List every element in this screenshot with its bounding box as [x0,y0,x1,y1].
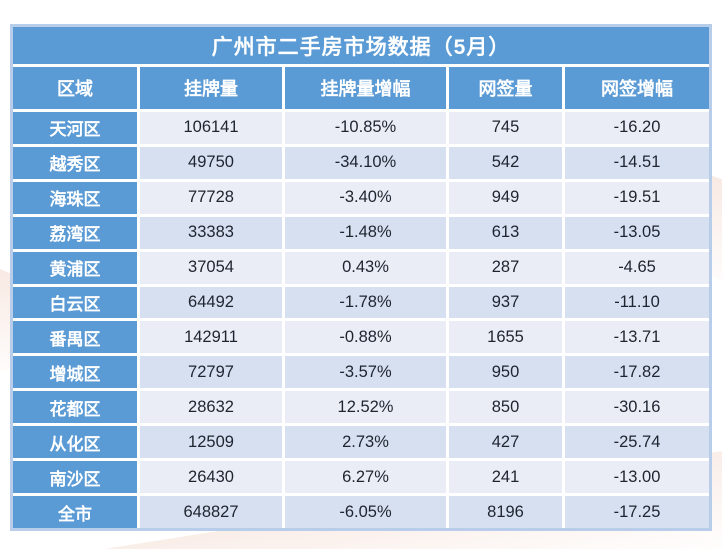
region-cell: 番禺区 [13,321,137,354]
region-cell: 花都区 [13,391,137,424]
value-cell: 937 [449,286,562,319]
region-cell: 天河区 [13,112,137,144]
value-cell: 33383 [140,216,282,249]
value-cell: 542 [449,146,562,179]
value-cell: 427 [449,426,562,459]
value-cell: 949 [449,181,562,214]
value-cell: 2.73% [285,426,446,459]
region-cell: 海珠区 [13,181,137,214]
region-cell: 越秀区 [13,146,137,179]
value-cell: 77728 [140,181,282,214]
value-cell: 64492 [140,286,282,319]
region-cell: 全市 [13,496,137,528]
value-cell: 1655 [449,321,562,354]
column-header-listings: 挂牌量 [140,67,282,109]
value-cell: -13.05 [565,216,709,249]
value-cell: -1.48% [285,216,446,249]
region-cell: 白云区 [13,286,137,319]
value-cell: -4.65 [565,251,709,284]
value-cell: 72797 [140,356,282,389]
value-cell: -6.05% [285,496,446,528]
value-cell: -25.74 [565,426,709,459]
value-cell: -19.51 [565,181,709,214]
value-cell: -16.20 [565,112,709,144]
value-cell: -17.25 [565,496,709,528]
value-cell: -34.10% [285,146,446,179]
value-cell: -0.88% [285,321,446,354]
column-header-region: 区域 [13,67,137,109]
column-header-signings: 网签量 [449,67,562,109]
value-cell: 287 [449,251,562,284]
value-cell: 648827 [140,496,282,528]
column-header-signings-change: 网签增幅 [565,67,709,109]
value-cell: 0.43% [285,251,446,284]
value-cell: 28632 [140,391,282,424]
region-cell: 荔湾区 [13,216,137,249]
value-cell: 613 [449,216,562,249]
value-cell: 850 [449,391,562,424]
value-cell: -30.16 [565,391,709,424]
column-header-listings-change: 挂牌量增幅 [285,67,446,109]
value-cell: -17.82 [565,356,709,389]
value-cell: 37054 [140,251,282,284]
region-cell: 从化区 [13,426,137,459]
value-cell: -1.78% [285,286,446,319]
value-cell: 142911 [140,321,282,354]
region-cell: 黄浦区 [13,251,137,284]
value-cell: -10.85% [285,112,446,144]
housing-data-table: 广州市二手房市场数据（5月） 区域 挂牌量 挂牌量增幅 网签量 网签增幅 天河区… [10,24,712,531]
value-cell: 241 [449,461,562,494]
value-cell: -3.40% [285,181,446,214]
value-cell: -13.71 [565,321,709,354]
value-cell: 12.52% [285,391,446,424]
value-cell: 950 [449,356,562,389]
region-cell: 南沙区 [13,461,137,494]
value-cell: 745 [449,112,562,144]
value-cell: 106141 [140,112,282,144]
value-cell: -11.10 [565,286,709,319]
value-cell: 6.27% [285,461,446,494]
value-cell: 26430 [140,461,282,494]
value-cell: 12509 [140,426,282,459]
value-cell: -13.00 [565,461,709,494]
value-cell: 49750 [140,146,282,179]
value-cell: 8196 [449,496,562,528]
value-cell: -14.51 [565,146,709,179]
value-cell: -3.57% [285,356,446,389]
table-title: 广州市二手房市场数据（5月） [13,27,709,64]
region-cell: 增城区 [13,356,137,389]
